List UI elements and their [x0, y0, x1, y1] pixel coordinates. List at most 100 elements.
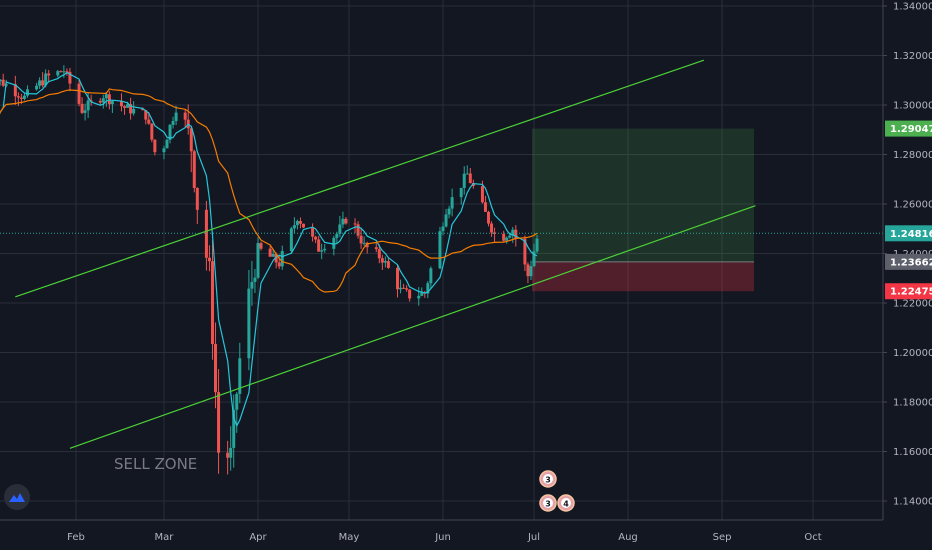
candle[interactable]: [183, 109, 187, 128]
candle[interactable]: [505, 236, 509, 244]
candle[interactable]: [101, 94, 105, 109]
candle[interactable]: [493, 227, 497, 243]
candle[interactable]: [490, 221, 494, 237]
candle[interactable]: [380, 254, 384, 270]
time-axis[interactable]: Feb Mar Apr May Jun Jul Aug Sep Oct: [0, 519, 883, 543]
candle[interactable]: [444, 208, 448, 228]
candle[interactable]: [399, 279, 403, 294]
candle[interactable]: [13, 75, 17, 105]
candle[interactable]: [171, 116, 175, 129]
candle[interactable]: [526, 262, 530, 284]
candle[interactable]: [247, 270, 251, 371]
candle[interactable]: [323, 244, 327, 253]
candle[interactable]: [377, 244, 381, 264]
candle[interactable]: [129, 97, 133, 120]
candle[interactable]: [271, 249, 275, 258]
candle[interactable]: [204, 200, 208, 271]
candle[interactable]: [450, 188, 454, 217]
candle[interactable]: [0, 79, 2, 86]
candle[interactable]: [483, 195, 487, 212]
candle[interactable]: [426, 281, 430, 299]
candle[interactable]: [295, 219, 299, 230]
candle[interactable]: [423, 290, 427, 298]
candle[interactable]: [532, 243, 536, 268]
candle[interactable]: [535, 234, 539, 254]
candle[interactable]: [195, 187, 199, 225]
candle[interactable]: [383, 256, 387, 268]
candle[interactable]: [80, 97, 84, 115]
candle[interactable]: [301, 223, 305, 228]
candle[interactable]: [38, 77, 42, 89]
candle[interactable]: [250, 260, 254, 306]
candle[interactable]: [62, 65, 66, 78]
fast-ma-line[interactable]: [0, 71, 538, 428]
candle[interactable]: [168, 124, 172, 144]
candle[interactable]: [59, 70, 63, 73]
price-axis[interactable]: 1.340001.320001.300001.280001.260001.240…: [882, 0, 932, 550]
channel-lower-line[interactable]: [69, 205, 756, 449]
candle[interactable]: [256, 237, 260, 280]
candle[interactable]: [47, 69, 51, 83]
candle[interactable]: [123, 105, 127, 115]
candle[interactable]: [447, 205, 451, 219]
candle[interactable]: [344, 216, 348, 225]
candle[interactable]: [465, 165, 469, 175]
candle[interactable]: [144, 109, 148, 125]
candle[interactable]: [314, 235, 318, 244]
candle[interactable]: [259, 241, 263, 251]
candle[interactable]: [22, 93, 26, 101]
candle[interactable]: [229, 426, 233, 471]
candle[interactable]: [210, 239, 214, 360]
candle[interactable]: [174, 105, 178, 126]
candle[interactable]: [192, 149, 196, 193]
candle[interactable]: [338, 215, 342, 238]
candle[interactable]: [253, 268, 257, 293]
candle[interactable]: [529, 260, 533, 281]
candle[interactable]: [359, 227, 363, 249]
price-tag[interactable]: 1.24816: [885, 225, 932, 242]
candle[interactable]: [441, 222, 445, 236]
candle[interactable]: [396, 264, 400, 298]
candle[interactable]: [356, 221, 360, 239]
event-marker-icon[interactable]: 3: [539, 494, 557, 512]
candle[interactable]: [98, 97, 102, 106]
candle[interactable]: [402, 283, 406, 289]
candle[interactable]: [186, 104, 190, 135]
candle[interactable]: [232, 394, 236, 468]
tradingview-logo-icon[interactable]: [4, 484, 30, 510]
candle[interactable]: [110, 100, 114, 113]
candle[interactable]: [238, 342, 242, 404]
candle[interactable]: [41, 72, 45, 88]
candle[interactable]: [119, 93, 123, 112]
candle[interactable]: [162, 145, 166, 160]
candle[interactable]: [320, 243, 324, 260]
candle[interactable]: [438, 226, 442, 270]
candle[interactable]: [292, 217, 296, 234]
candle[interactable]: [298, 217, 302, 229]
candle[interactable]: [459, 187, 463, 205]
candle[interactable]: [268, 245, 272, 257]
loss-zone[interactable]: [532, 261, 754, 292]
candle[interactable]: [502, 230, 506, 242]
candle[interactable]: [1, 73, 5, 88]
candle[interactable]: [150, 123, 154, 143]
candle[interactable]: [77, 79, 81, 107]
event-markers[interactable]: 3 3 4: [539, 470, 575, 512]
price-tag[interactable]: 1.22475: [885, 283, 932, 300]
candle[interactable]: [405, 285, 409, 292]
candle[interactable]: [417, 287, 421, 306]
candle[interactable]: [487, 210, 491, 227]
candle[interactable]: [217, 369, 221, 474]
candle[interactable]: [153, 139, 157, 156]
candle[interactable]: [408, 289, 412, 302]
candle[interactable]: [104, 91, 108, 107]
candle[interactable]: [353, 218, 357, 233]
trend-channel[interactable]: [0, 59, 883, 449]
event-marker-icon[interactable]: 4: [557, 494, 575, 512]
candle[interactable]: [68, 67, 72, 92]
candle[interactable]: [56, 69, 60, 78]
profit-zone[interactable]: [532, 128, 754, 262]
candle[interactable]: [214, 322, 218, 409]
candle[interactable]: [35, 82, 39, 91]
